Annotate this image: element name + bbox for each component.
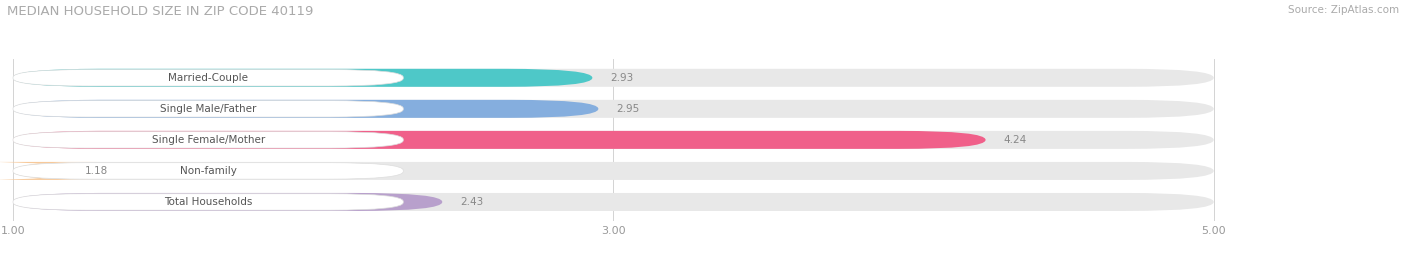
FancyBboxPatch shape	[0, 162, 100, 180]
FancyBboxPatch shape	[13, 69, 1213, 87]
Text: 1.18: 1.18	[86, 166, 108, 176]
Text: Married-Couple: Married-Couple	[169, 73, 247, 83]
FancyBboxPatch shape	[13, 69, 592, 87]
FancyBboxPatch shape	[13, 193, 443, 211]
Text: Single Female/Mother: Single Female/Mother	[152, 135, 264, 145]
Text: MEDIAN HOUSEHOLD SIZE IN ZIP CODE 40119: MEDIAN HOUSEHOLD SIZE IN ZIP CODE 40119	[7, 5, 314, 18]
Text: Single Male/Father: Single Male/Father	[160, 104, 256, 114]
Text: 2.95: 2.95	[616, 104, 640, 114]
FancyBboxPatch shape	[13, 194, 404, 210]
Text: Non-family: Non-family	[180, 166, 236, 176]
FancyBboxPatch shape	[13, 101, 404, 117]
Text: 2.93: 2.93	[610, 73, 634, 83]
Text: 4.24: 4.24	[1004, 135, 1026, 145]
FancyBboxPatch shape	[13, 193, 1213, 211]
FancyBboxPatch shape	[13, 163, 404, 179]
FancyBboxPatch shape	[13, 162, 1213, 180]
FancyBboxPatch shape	[13, 100, 599, 118]
FancyBboxPatch shape	[13, 132, 404, 148]
Text: Total Households: Total Households	[165, 197, 252, 207]
FancyBboxPatch shape	[13, 70, 404, 86]
Text: 2.43: 2.43	[460, 197, 484, 207]
Text: Source: ZipAtlas.com: Source: ZipAtlas.com	[1288, 5, 1399, 15]
FancyBboxPatch shape	[13, 131, 986, 149]
FancyBboxPatch shape	[13, 131, 1213, 149]
FancyBboxPatch shape	[13, 100, 1213, 118]
